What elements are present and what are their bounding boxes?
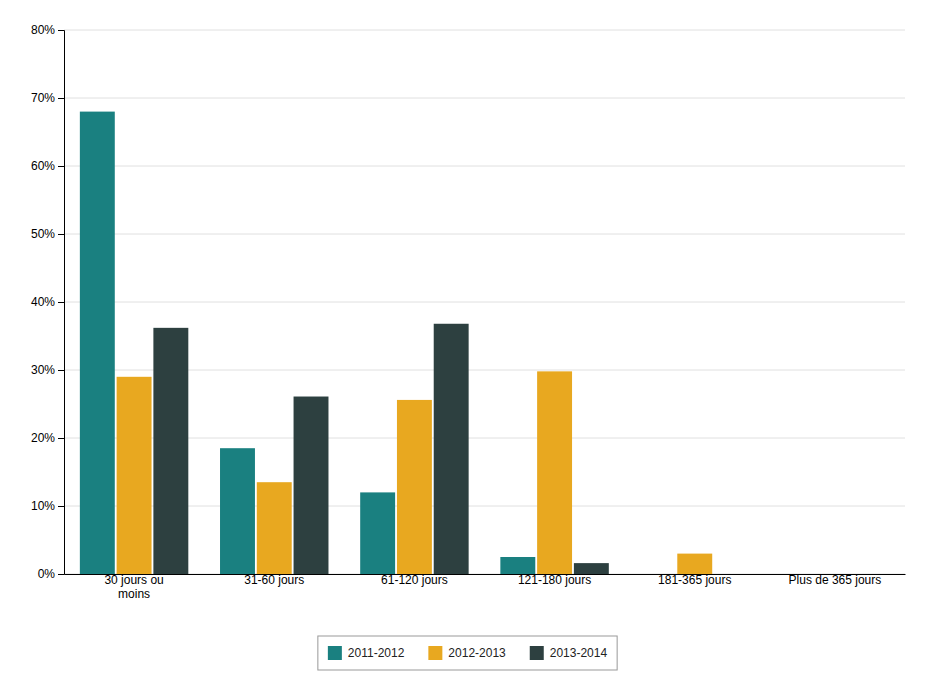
- tick-label-line: 121-180 jours: [518, 573, 591, 587]
- bar: [294, 397, 329, 574]
- tick-mark: [58, 438, 64, 439]
- tick-mark: [58, 506, 64, 507]
- axis-line: [58, 31, 65, 575]
- tick: 60%: [31, 159, 64, 173]
- bar: [397, 400, 432, 574]
- legend-swatch: [328, 646, 342, 660]
- tick-label: 80%: [31, 23, 55, 37]
- tick-label: 20%: [31, 431, 55, 445]
- tick-label: 30%: [31, 363, 55, 377]
- bar-series: [117, 371, 713, 574]
- tick: 50%: [31, 227, 64, 241]
- tick: 70%: [31, 91, 64, 105]
- tick: 30%: [31, 363, 64, 377]
- tick-label: 31-60 jours: [244, 573, 304, 587]
- legend-item: 2012-2013: [428, 646, 506, 660]
- legend: 2011-2012 2012-2013 2013-2014: [318, 636, 617, 670]
- bar: [434, 324, 469, 574]
- grid-line: [64, 370, 905, 371]
- legend-label: 2013-2014: [550, 646, 608, 660]
- tick-mark: [58, 234, 64, 235]
- grid-line: [64, 438, 905, 439]
- legend-label: 2012-2013: [448, 646, 506, 660]
- tick-label: 10%: [31, 499, 55, 513]
- tick: 10%: [31, 499, 64, 513]
- tick-label-line: 181-365 jours: [658, 573, 731, 587]
- tick-mark: [58, 302, 64, 303]
- bar: [153, 328, 188, 574]
- x-axis: 30 jours oumoins 31-60 jours 61-120 jours 1…: [65, 573, 906, 601]
- grid-line: [64, 166, 905, 167]
- plot: 0% 10% 20% 30% 40% 50% 60% 70% 80% 30 jours oumoi…: [31, 23, 906, 600]
- grid-line: [64, 30, 905, 31]
- tick: 31-60 jours: [244, 573, 304, 587]
- tick-label: 60%: [31, 159, 55, 173]
- tick-label-line: 30 jours ou: [104, 573, 163, 587]
- tick-mark: [58, 574, 64, 575]
- tick-mark: [58, 30, 64, 31]
- bars: [80, 112, 712, 574]
- tick-mark: [58, 370, 64, 371]
- tick: 40%: [31, 295, 64, 309]
- bar: [500, 557, 535, 574]
- legend-label: 2011-2012: [348, 646, 405, 660]
- legend-swatch: [428, 646, 442, 660]
- chart: 0% 10% 20% 30% 40% 50% 60% 70% 80% 30 jours oumoi…: [0, 0, 935, 694]
- legend-swatch: [530, 646, 544, 660]
- tick-label: 50%: [31, 227, 55, 241]
- bar: [257, 482, 292, 574]
- tick: Plus de 365 jours: [789, 573, 882, 587]
- tick-label: 61-120 jours: [381, 573, 448, 587]
- tick-label: Plus de 365 jours: [789, 573, 882, 587]
- grid-line: [64, 234, 905, 235]
- tick-label: 181-365 jours: [658, 573, 731, 587]
- tick-label: 30 jours oumoins: [104, 573, 163, 601]
- tick-label: 121-180 jours: [518, 573, 591, 587]
- bar-series: [80, 112, 535, 574]
- tick-label: 70%: [31, 91, 55, 105]
- bar: [220, 448, 255, 574]
- tick: 181-365 jours: [658, 573, 731, 587]
- tick-mark: [58, 98, 64, 99]
- tick: 61-120 jours: [381, 573, 448, 587]
- legend-item: 2013-2014: [530, 646, 608, 660]
- tick: 20%: [31, 431, 64, 445]
- grid: [64, 30, 905, 574]
- tick: 80%: [31, 23, 64, 37]
- legend-items: 2011-2012 2012-2013 2013-2014: [328, 646, 608, 660]
- axis-line: [65, 574, 906, 575]
- grid-line: [64, 302, 905, 303]
- tick: 0%: [38, 567, 64, 581]
- tick-label-line: Plus de 365 jours: [789, 573, 882, 587]
- grid-line: [64, 574, 905, 575]
- bar-series: [153, 324, 608, 574]
- tick: 30 jours oumoins: [104, 573, 163, 601]
- tick-label-line: moins: [118, 587, 150, 601]
- tick-label-line: 31-60 jours: [244, 573, 304, 587]
- y-axis: 0% 10% 20% 30% 40% 50% 60% 70% 80%: [31, 23, 65, 581]
- tick-label: 0%: [38, 567, 56, 581]
- bar: [360, 492, 395, 574]
- bar: [80, 112, 115, 574]
- legend-item: 2011-2012: [328, 646, 405, 660]
- tick: 121-180 jours: [518, 573, 591, 587]
- bar: [677, 554, 712, 574]
- legend-frame: [318, 636, 617, 670]
- tick-label: 40%: [31, 295, 55, 309]
- grid-line: [64, 506, 905, 507]
- grid-line: [64, 98, 905, 99]
- bar: [117, 377, 152, 574]
- tick-mark: [58, 166, 64, 167]
- tick-label-line: 61-120 jours: [381, 573, 448, 587]
- bar: [537, 371, 572, 574]
